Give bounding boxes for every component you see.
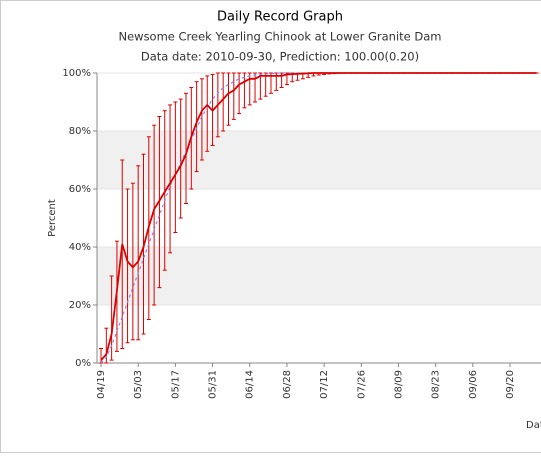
y-tick-label: 100%: [62, 68, 91, 79]
data-line: [100, 72, 537, 361]
y-tick-label: 20%: [69, 300, 91, 311]
x-tick-label: 06/14: [245, 370, 256, 399]
chart-subtitle: Newsome Creek Yearling Chinook at Lower …: [118, 30, 441, 44]
x-tick-label: 06/28: [282, 370, 293, 399]
chart-subtitle: Data date: 2010-09-30, Prediction: 100.0…: [141, 50, 419, 64]
x-tick-label: 05/03: [133, 370, 144, 399]
x-tick-label: 08/23: [431, 370, 442, 399]
x-tick-label: 05/17: [170, 370, 181, 399]
y-tick-label: 80%: [69, 126, 91, 137]
y-axis-label: Percent: [47, 199, 58, 237]
x-tick-label: 07/12: [319, 370, 330, 399]
grid-band: [97, 131, 541, 189]
x-tick-label: 05/31: [208, 370, 219, 399]
x-tick-label: 07/26: [356, 370, 367, 399]
x-tick-label: 09/06: [468, 370, 479, 399]
y-tick-label: 0%: [75, 358, 91, 369]
y-tick-label: 60%: [69, 184, 91, 195]
x-axis-label: Date: [526, 420, 541, 431]
x-tick-label: 09/20: [505, 370, 516, 399]
grid-band: [97, 247, 541, 305]
x-tick-label: 08/09: [393, 370, 404, 399]
y-tick-label: 40%: [69, 242, 91, 253]
x-tick-label: 04/19: [96, 370, 107, 399]
chart-title: Daily Record Graph: [217, 10, 343, 25]
